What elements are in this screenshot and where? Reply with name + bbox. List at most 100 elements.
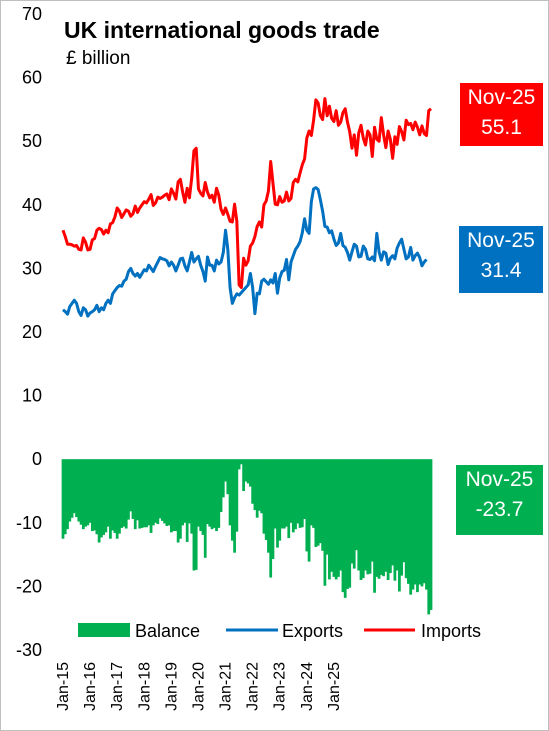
balance-bar xyxy=(167,459,171,526)
balance-bar xyxy=(300,459,304,528)
legend-exports-label: Exports xyxy=(282,621,343,641)
balance-bar xyxy=(183,459,187,523)
balance-bar xyxy=(318,459,322,544)
balance-bar xyxy=(357,459,361,571)
balance-bar xyxy=(273,459,277,529)
balance-bar xyxy=(416,459,419,593)
balance-bar xyxy=(249,459,252,487)
balance-bar xyxy=(228,459,232,526)
balance-bar xyxy=(63,459,67,535)
y-tick-label: 0 xyxy=(32,449,42,469)
chart-title: UK international goods trade xyxy=(64,17,380,43)
balance-bar xyxy=(413,459,417,585)
balance-bar xyxy=(113,459,117,533)
balance-bar xyxy=(382,459,385,577)
balance-bar xyxy=(291,459,295,533)
balance-bar xyxy=(373,459,376,593)
balance-bar xyxy=(203,459,207,558)
y-tick-label: 10 xyxy=(22,386,42,406)
balance-bar xyxy=(163,459,166,524)
balance-bar xyxy=(391,459,394,566)
balance-bar xyxy=(242,459,245,491)
y-tick-label: 60 xyxy=(22,68,42,88)
imports-callout-value: 55.1 xyxy=(481,116,522,139)
balance-bar xyxy=(66,459,69,530)
legend: Balance Exports Imports xyxy=(78,621,481,641)
balance-bar xyxy=(328,459,331,580)
balance-bar xyxy=(325,459,329,555)
x-tick-label: Jan-18 xyxy=(136,662,153,711)
balance-bar xyxy=(377,459,381,579)
balance-bar xyxy=(127,459,130,520)
balance-bar xyxy=(251,459,255,504)
balance-bar xyxy=(307,459,311,562)
balance-bar xyxy=(102,459,106,535)
balance-callout: Nov-25 -23.7 xyxy=(456,465,543,535)
balance-bar xyxy=(422,459,426,584)
balance-bar xyxy=(402,459,406,563)
balance-bar xyxy=(111,459,115,531)
balance-bar xyxy=(350,459,354,564)
balance-bar xyxy=(411,459,415,590)
balance-bar xyxy=(330,459,334,572)
balance-bar xyxy=(156,459,160,525)
balance-bar xyxy=(122,459,126,527)
balance-bar xyxy=(215,459,218,532)
x-tick-label: Jan-20 xyxy=(190,662,207,711)
balance-bar xyxy=(296,459,300,524)
exports-callout-label: Nov-25 xyxy=(467,229,535,252)
balance-bar xyxy=(364,459,367,571)
balance-bar xyxy=(285,459,288,527)
balance-bar xyxy=(120,459,124,528)
balance-bar xyxy=(255,459,259,518)
y-tick-label: -10 xyxy=(16,513,42,533)
y-tick-label: -20 xyxy=(16,576,42,596)
balance-bar xyxy=(282,459,286,529)
balance-bar xyxy=(429,459,433,610)
balance-bar xyxy=(219,459,223,512)
series-lines xyxy=(61,97,432,318)
balance-bar xyxy=(398,459,401,592)
balance-bar xyxy=(75,459,78,518)
balance-bar xyxy=(287,459,291,539)
balance-bar xyxy=(267,459,270,553)
balance-bar xyxy=(129,459,133,512)
x-tick-label: Jan-24 xyxy=(299,662,316,711)
balance-bar xyxy=(185,459,189,542)
balance-bar xyxy=(239,459,243,465)
balance-bar xyxy=(138,459,142,529)
balance-bar xyxy=(312,459,315,528)
balance-bar xyxy=(190,459,194,534)
balance-bar xyxy=(124,459,128,529)
balance-bar xyxy=(269,459,273,578)
balance-bar xyxy=(262,459,266,534)
balance-bar xyxy=(253,459,257,511)
balance-bar xyxy=(192,459,196,571)
y-tick-label: 50 xyxy=(22,131,42,151)
y-tick-label: 20 xyxy=(22,322,42,342)
balance-bar xyxy=(264,459,268,540)
balance-bar xyxy=(158,459,162,519)
x-tick-label: Jan-21 xyxy=(218,662,235,711)
balance-bar xyxy=(86,459,90,526)
balance-bar xyxy=(201,459,205,535)
balance-bar xyxy=(303,459,306,519)
balance-bar xyxy=(145,459,148,528)
balance-bar xyxy=(237,459,241,470)
balance-bar xyxy=(174,459,178,532)
legend-balance-label: Balance xyxy=(135,621,200,641)
balance-bar xyxy=(309,459,313,526)
balance-bar xyxy=(289,459,293,523)
balance-bar xyxy=(136,459,139,521)
y-tick-label: -30 xyxy=(16,640,42,660)
balance-bar xyxy=(246,459,250,484)
balance-bar xyxy=(314,459,318,547)
balance-bar xyxy=(407,459,410,584)
imports-line xyxy=(61,97,432,289)
balance-bar xyxy=(388,459,392,574)
balance-bar xyxy=(217,459,221,528)
balance-bar xyxy=(276,459,279,548)
y-axis: 70 60 50 40 30 20 10 0 -10 -20 -30 xyxy=(16,4,42,660)
balance-bar xyxy=(368,459,372,574)
